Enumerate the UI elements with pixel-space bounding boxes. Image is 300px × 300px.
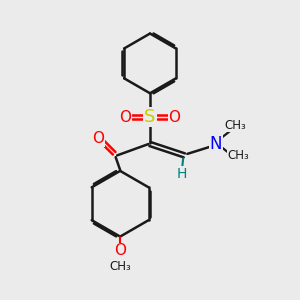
Text: O: O bbox=[114, 243, 126, 258]
Text: O: O bbox=[169, 110, 181, 125]
Text: N: N bbox=[209, 135, 222, 153]
Text: H: H bbox=[176, 167, 187, 181]
Text: CH₃: CH₃ bbox=[109, 260, 131, 273]
Text: S: S bbox=[144, 108, 156, 126]
Text: CH₃: CH₃ bbox=[227, 149, 249, 162]
Text: O: O bbox=[119, 110, 131, 125]
Text: CH₃: CH₃ bbox=[224, 119, 246, 132]
Text: O: O bbox=[92, 131, 104, 146]
